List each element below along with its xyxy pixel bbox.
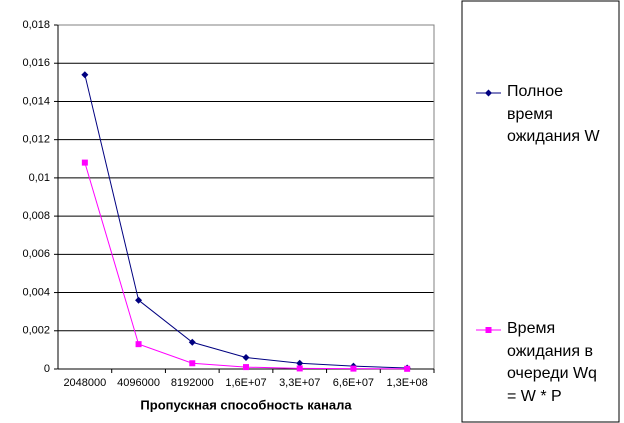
legend-label: Полное время ожидания W xyxy=(507,83,600,145)
data-point xyxy=(81,71,89,79)
legend-marker xyxy=(485,89,492,97)
y-tick-label: 0,016 xyxy=(22,57,50,69)
y-tick-label: 0,012 xyxy=(22,134,50,146)
data-point xyxy=(350,365,357,372)
x-tick-label: 2048000 xyxy=(63,377,106,389)
x-tick-label: 8192000 xyxy=(171,377,214,389)
x-tick-label: 6,6E+07 xyxy=(333,377,374,389)
data-point xyxy=(135,296,143,304)
data-point xyxy=(404,365,411,372)
x-tick-label: 1,3E+08 xyxy=(386,377,427,389)
y-tick-label: 0,008 xyxy=(22,210,50,222)
data-point xyxy=(296,365,303,372)
legend-box xyxy=(461,0,620,423)
data-point xyxy=(81,159,88,166)
y-tick-label: 0,002 xyxy=(22,325,50,337)
y-tick-label: 0,018 xyxy=(22,19,50,31)
y-tick-label: 0 xyxy=(44,363,50,375)
data-point xyxy=(189,360,196,367)
data-point xyxy=(242,354,250,362)
data-point xyxy=(243,364,249,371)
y-tick-label: 0,004 xyxy=(22,286,50,298)
series-line xyxy=(84,74,408,369)
x-axis-title: Пропускная способность канала xyxy=(140,397,352,412)
y-tick-label: 0,006 xyxy=(22,248,50,260)
data-point xyxy=(135,341,142,348)
x-tick-label: 4096000 xyxy=(117,377,160,389)
series-line xyxy=(84,162,408,370)
data-point xyxy=(296,359,304,367)
x-tick-label: 1,6E+07 xyxy=(225,377,266,389)
y-tick-label: 0,014 xyxy=(22,95,50,107)
x-tick-label: 3,3E+07 xyxy=(279,377,320,389)
y-tick-label: 0,01 xyxy=(29,172,50,184)
legend-label: Время ожидания в очереди Wq = W * P xyxy=(507,320,597,405)
legend-marker xyxy=(485,327,492,333)
data-point xyxy=(188,338,196,346)
